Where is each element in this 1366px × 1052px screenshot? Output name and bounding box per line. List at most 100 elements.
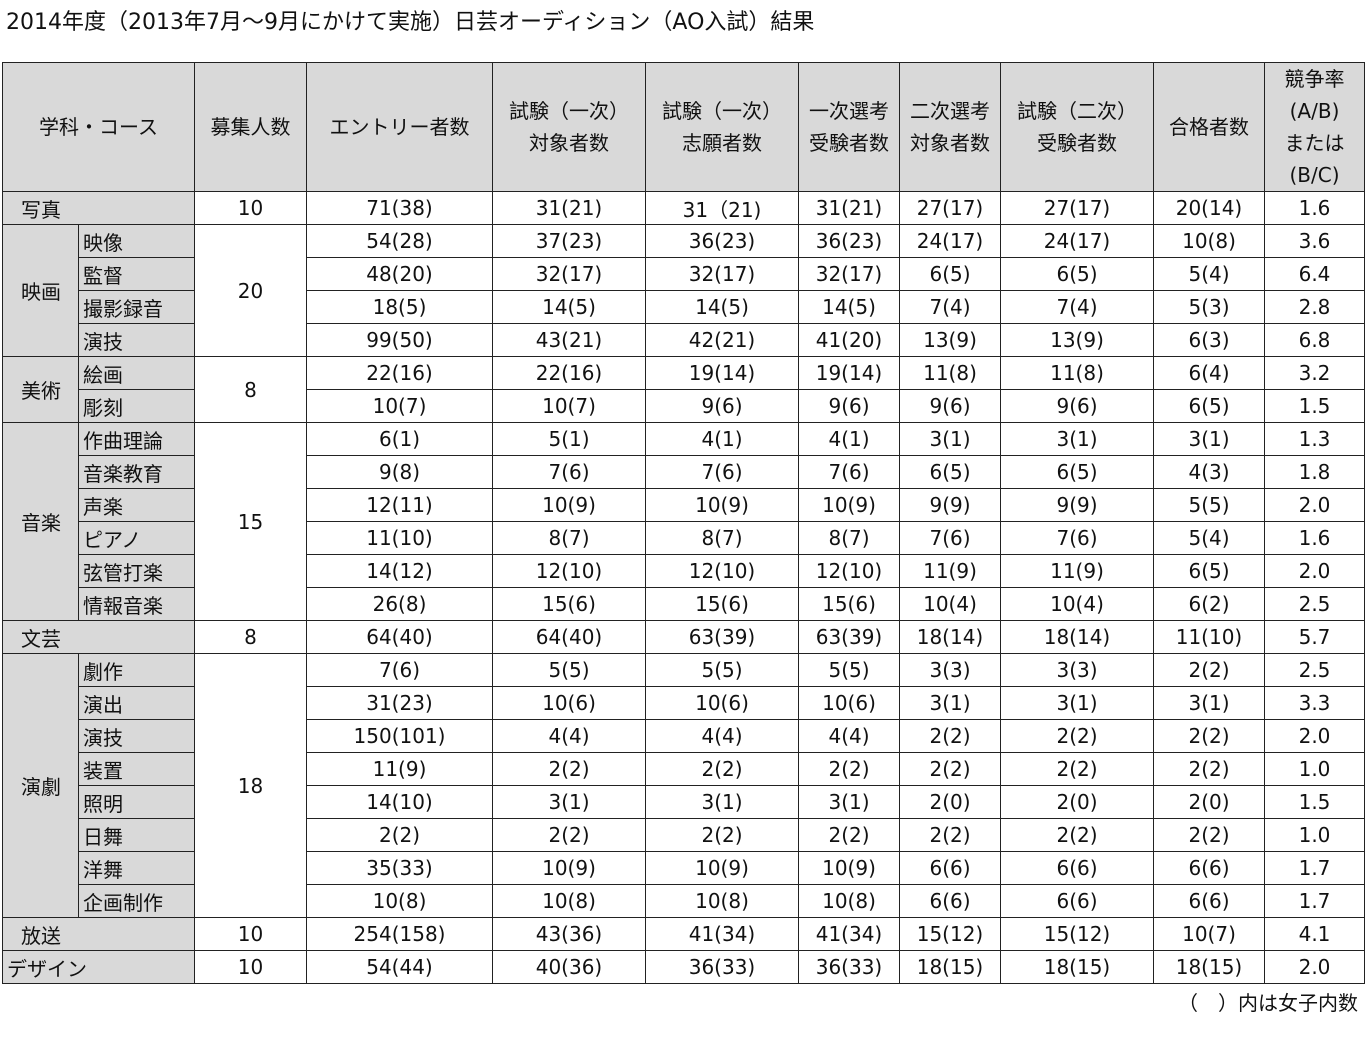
course-cell: 演技: [78, 323, 195, 357]
value-cell: 7(6): [306, 653, 493, 687]
value-cell: 31(21): [492, 191, 646, 225]
value-cell: 10(9): [645, 488, 799, 522]
value-cell: 36(23): [645, 224, 799, 258]
value-cell: 6.4: [1264, 257, 1365, 291]
value-cell: 1.8: [1264, 455, 1365, 489]
value-cell: 27(17): [899, 191, 1001, 225]
table-row: 演劇 劇作 18 7(6) 5(5) 5(5) 5(5) 3(3) 3(3) 2(2) 2.5: [2, 653, 1365, 918]
value-cell: 2(0): [1000, 785, 1154, 819]
value-cell: 11(8): [1000, 356, 1154, 390]
value-cell: 6(6): [899, 884, 1001, 918]
value-cell: 10(7): [1153, 917, 1265, 951]
table-row: 放送 10 254(158) 43(36) 41(34) 41(34) 15(12) 15(1…: [2, 917, 1365, 951]
value-cell: 10(8): [798, 884, 900, 918]
column-header-line: 試験（二次）: [1017, 99, 1137, 123]
value-cell: 6(5): [899, 257, 1001, 291]
results-table: 学科・コース 募集人数 エントリー者数 試験（一次） 対象者数 試験（一次） 志願者数 一次選…: [2, 62, 1365, 984]
department-cell: 映画: [2, 224, 79, 357]
value-cell: 2(2): [798, 752, 900, 786]
value-cell: 19(14): [645, 356, 799, 390]
value-cell: 32(17): [798, 257, 900, 291]
value-cell: 6(6): [1000, 851, 1154, 885]
table-row: 写真 10 71(38) 31(21) 31（21) 31(21) 27(17) 27(17)…: [2, 191, 1365, 225]
value-cell: 10(8): [1153, 224, 1265, 258]
value-cell: 8(7): [798, 521, 900, 555]
course-cell: 演出: [78, 686, 195, 720]
value-cell: 5(5): [798, 653, 900, 687]
value-cell: 37(23): [492, 224, 646, 258]
value-cell: 7(6): [492, 455, 646, 489]
value-cell: 3(3): [1000, 653, 1154, 687]
value-cell: 10(4): [899, 587, 1001, 621]
value-cell: 10(8): [645, 884, 799, 918]
value-cell: 6(6): [1153, 884, 1265, 918]
value-cell: 5(1): [492, 422, 646, 456]
value-cell: 6(6): [1153, 851, 1265, 885]
value-cell: 6(5): [899, 455, 1001, 489]
value-cell: 22(16): [492, 356, 646, 390]
value-cell: 63(39): [645, 620, 799, 654]
value-cell: 5.7: [1264, 620, 1365, 654]
value-cell: 14(5): [645, 290, 799, 324]
value-cell: 5(4): [1153, 521, 1265, 555]
column-header-line: 受験者数: [1037, 131, 1117, 155]
value-cell: 41(34): [645, 917, 799, 951]
value-cell: 40(36): [492, 950, 646, 984]
value-cell: 64(40): [306, 620, 493, 654]
course-cell: 演技: [78, 719, 195, 753]
value-cell: 64(40): [492, 620, 646, 654]
value-cell: 41(34): [798, 917, 900, 951]
value-cell: 2.0: [1264, 719, 1365, 753]
value-cell: 9(6): [899, 389, 1001, 423]
value-cell: 2(2): [1000, 719, 1154, 753]
value-cell: 18(14): [1000, 620, 1154, 654]
table-row: 撮影録音 18(5) 14(5) 14(5) 14(5) 7(4) 7(4) 5(3) 2.8: [3, 290, 1365, 324]
column-header-line: 対象者数: [529, 131, 609, 155]
value-cell: 14(5): [492, 290, 646, 324]
value-cell: 5(5): [492, 653, 646, 687]
value-cell: 22(16): [306, 356, 493, 390]
value-cell: 43(21): [492, 323, 646, 357]
table-row: 照明 14(10) 3(1) 3(1) 3(1) 2(0) 2(0) 2(0) 1.5: [3, 785, 1365, 819]
value-cell: 4(1): [798, 422, 900, 456]
value-cell: 6(5): [1153, 389, 1265, 423]
value-cell: 3(3): [899, 653, 1001, 687]
column-header: 二次選考 対象者数: [899, 62, 1001, 192]
value-cell: 10(9): [492, 851, 646, 885]
value-cell: 32(17): [492, 257, 646, 291]
value-cell: 5(4): [1153, 257, 1265, 291]
value-cell: 13(9): [899, 323, 1001, 357]
column-header: 試験（二次） 受験者数: [1000, 62, 1154, 192]
course-cell: 洋舞: [78, 851, 195, 885]
value-cell: 24(17): [1000, 224, 1154, 258]
value-cell: 12(10): [798, 554, 900, 588]
value-cell: 2(2): [1153, 653, 1265, 687]
value-cell: 2(2): [899, 818, 1001, 852]
value-cell: 2(0): [899, 785, 1001, 819]
course-cell: 映像: [78, 224, 195, 258]
value-cell: 15(6): [492, 587, 646, 621]
value-cell: 2(2): [1153, 752, 1265, 786]
value-cell: 2.8: [1264, 290, 1365, 324]
table-row: デザイン 10 54(44) 40(36) 36(33) 36(33) 18(15) 18(1…: [2, 950, 1365, 984]
value-cell: 6(6): [899, 851, 1001, 885]
value-cell: 7(4): [1000, 290, 1154, 324]
value-cell: 3(1): [645, 785, 799, 819]
column-header-line: 一次選考: [809, 99, 889, 123]
value-cell: 18(14): [899, 620, 1001, 654]
column-header: 合格者数: [1153, 62, 1265, 192]
value-cell: 2.0: [1264, 554, 1365, 588]
column-header-line: 志願者数: [682, 131, 762, 155]
department-cell: 放送: [2, 917, 195, 951]
course-cell: 監督: [78, 257, 195, 291]
value-cell: 10(9): [645, 851, 799, 885]
value-cell: 6(3): [1153, 323, 1265, 357]
value-cell: 9(9): [1000, 488, 1154, 522]
value-cell: 11(10): [1153, 620, 1265, 654]
value-cell: 54(28): [306, 224, 493, 258]
value-cell: 1.5: [1264, 389, 1365, 423]
value-cell: 10(7): [492, 389, 646, 423]
value-cell: 10(6): [492, 686, 646, 720]
table-row: 美術 絵画 8 22(16) 22(16) 19(14) 19(14) 11(8) 11(8) 6…: [2, 356, 1365, 423]
value-cell: 9(8): [306, 455, 493, 489]
